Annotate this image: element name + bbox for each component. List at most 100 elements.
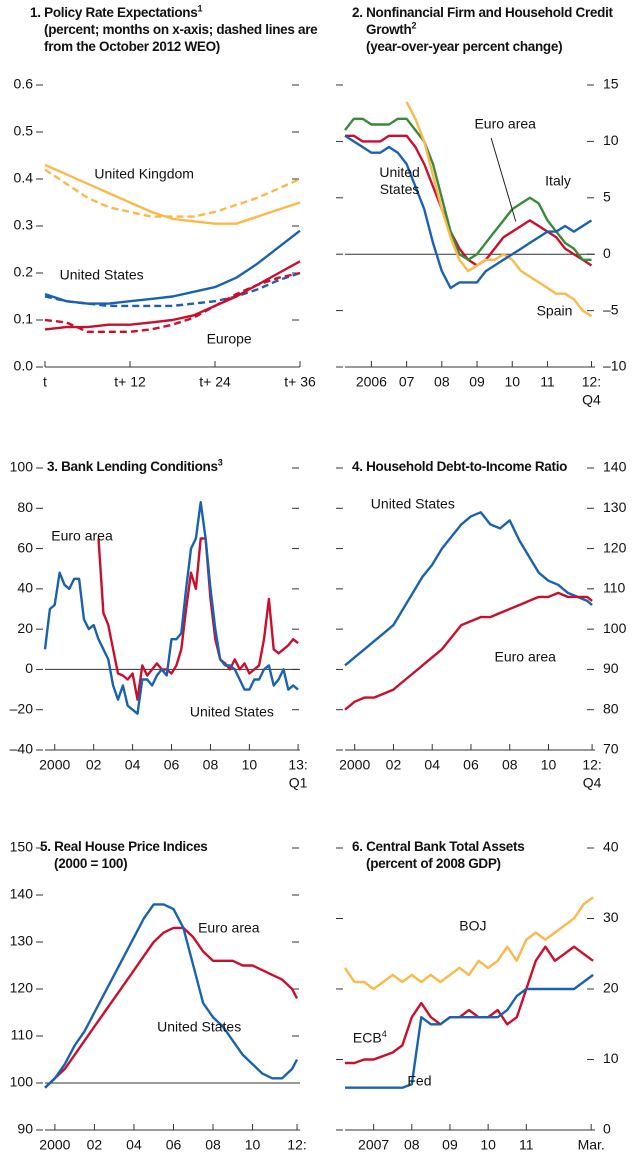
series-label: ECB4 — [353, 1030, 387, 1047]
x-tick-label: 04 — [424, 757, 440, 773]
series-label: Euro area — [51, 528, 112, 545]
y-tick-label: 0.1 — [14, 311, 34, 327]
series-label: United States — [190, 703, 274, 720]
y-tick-label: 110 — [603, 580, 626, 596]
panel-title: 3. Bank Lending Conditions3 — [47, 458, 301, 475]
x-tick-label: t+ 36 — [284, 374, 316, 390]
y-tick-label: 0.2 — [14, 264, 34, 280]
series-name: Europe — [206, 330, 252, 347]
series-line — [44, 903, 299, 1089]
x-end-note: 13 — [583, 1155, 599, 1156]
series-label: Europe — [207, 330, 252, 347]
x-tick-label: 2007 — [358, 1137, 389, 1153]
subtitle: (2000 = 100) — [54, 856, 128, 871]
y-tick-label: –10 — [603, 358, 627, 374]
series-note: 4 — [381, 1029, 387, 1040]
y-tick-label: 40 — [17, 580, 33, 596]
y-tick-label: 100 — [10, 1074, 34, 1090]
x-tick-label: 2006 — [356, 374, 387, 390]
series-line — [405, 101, 593, 318]
series-name: BOJ — [459, 917, 487, 934]
panel-title: 4. Household Debt-to-Income Ratio — [352, 458, 601, 475]
y-tick-label: 20 — [17, 620, 33, 636]
x-tick-label: 11 — [540, 374, 555, 390]
series-label: Spain — [537, 302, 573, 319]
y-tick-label: 110 — [11, 1027, 34, 1043]
series-line — [344, 591, 593, 711]
title-line: 6. Central Bank Total Assets — [352, 838, 606, 855]
series-name: Euro area — [51, 527, 113, 544]
y-tick-label: 0.3 — [14, 217, 34, 233]
x-tick-label: 12: — [582, 374, 601, 390]
y-tick-label: –20 — [10, 700, 34, 716]
series-label: United States — [374, 164, 426, 198]
y-tick-label: 15 — [603, 76, 619, 92]
title-line: 1. Policy Rate Expectations1 — [30, 4, 329, 21]
series-label: United States — [371, 496, 455, 513]
series-name: United States — [189, 703, 274, 720]
panel-title: 2. Nonfinancial Firm and Household Credi… — [352, 4, 632, 55]
y-tick-label: –40 — [10, 741, 34, 757]
y-tick-label: 130 — [10, 933, 34, 949]
x-tick-label: 07 — [399, 374, 415, 390]
y-tick-label: 70 — [603, 741, 619, 757]
title-note: 2 — [411, 20, 417, 31]
y-tick-label: 100 — [603, 620, 627, 636]
x-tick-label: 08 — [434, 374, 450, 390]
y-tick-label: 80 — [603, 700, 619, 716]
title-line: 5. Real House Price Indices — [40, 838, 294, 855]
series-line — [44, 926, 299, 1089]
dashed-line — [44, 271, 301, 308]
y-tick-label: 90 — [603, 660, 619, 676]
x-tick-label: t+ 12 — [114, 374, 146, 390]
y-tick-label: 0.0 — [14, 358, 34, 374]
dashed-line — [44, 168, 301, 218]
series-name: Spain — [536, 302, 573, 319]
title-text: 1. Policy Rate Expectations — [30, 5, 198, 20]
series-name: United States — [59, 266, 144, 283]
x-tick-label: 10 — [480, 1137, 496, 1153]
title-line: 2. Nonfinancial Firm and Household Credi… — [352, 4, 632, 38]
x-tick-label: 06 — [164, 757, 180, 773]
y-tick-label: 120 — [10, 980, 34, 996]
x-tick-label: 10 — [245, 1137, 261, 1153]
series-label: Euro area — [474, 116, 535, 133]
series-name: United States — [370, 495, 455, 512]
series-label: Italy — [545, 172, 571, 189]
y-tick-label: 100 — [10, 459, 34, 475]
x-tick-label: 10 — [504, 374, 520, 390]
y-tick-label: 130 — [603, 499, 627, 515]
subtitle: (year-over-year percent change) — [366, 39, 563, 54]
series-line — [344, 896, 594, 991]
x-end-note: Q1 — [289, 775, 308, 791]
series-line — [44, 229, 301, 305]
title-text: 6. Central Bank Total Assets — [352, 839, 525, 854]
y-tick-label: 80 — [17, 499, 33, 515]
x-tick-label: 08 — [404, 1137, 420, 1153]
series-label: United Kingdom — [94, 166, 194, 183]
y-tick-label: 20 — [603, 980, 619, 996]
title-text: 5. Real House Price Indices — [40, 839, 208, 854]
y-tick-label: 60 — [17, 539, 33, 555]
x-tick-label: Mar. — [578, 1137, 605, 1153]
title-line: 3. Bank Lending Conditions3 — [47, 458, 301, 475]
series-name: United States — [157, 1018, 242, 1035]
y-tick-label: 0 — [603, 1121, 611, 1137]
y-tick-label: 140 — [10, 886, 34, 902]
y-tick-label: 0.5 — [14, 123, 34, 139]
series-line — [344, 117, 592, 261]
x-tick-label: 04 — [126, 1137, 142, 1153]
series-line — [345, 973, 594, 1089]
x-tick-label: 09 — [442, 1137, 458, 1153]
series-label: Euro area — [198, 919, 259, 936]
series-label: BOJ — [459, 917, 486, 934]
y-tick-label: 0.6 — [14, 76, 34, 92]
x-tick-label: 08 — [203, 757, 219, 773]
title-line: 4. Household Debt-to-Income Ratio — [352, 458, 601, 475]
y-tick-label: 5 — [603, 189, 611, 205]
y-tick-label: 0 — [25, 660, 33, 676]
y-tick-label: 90 — [17, 1121, 33, 1137]
series-line — [44, 260, 301, 331]
